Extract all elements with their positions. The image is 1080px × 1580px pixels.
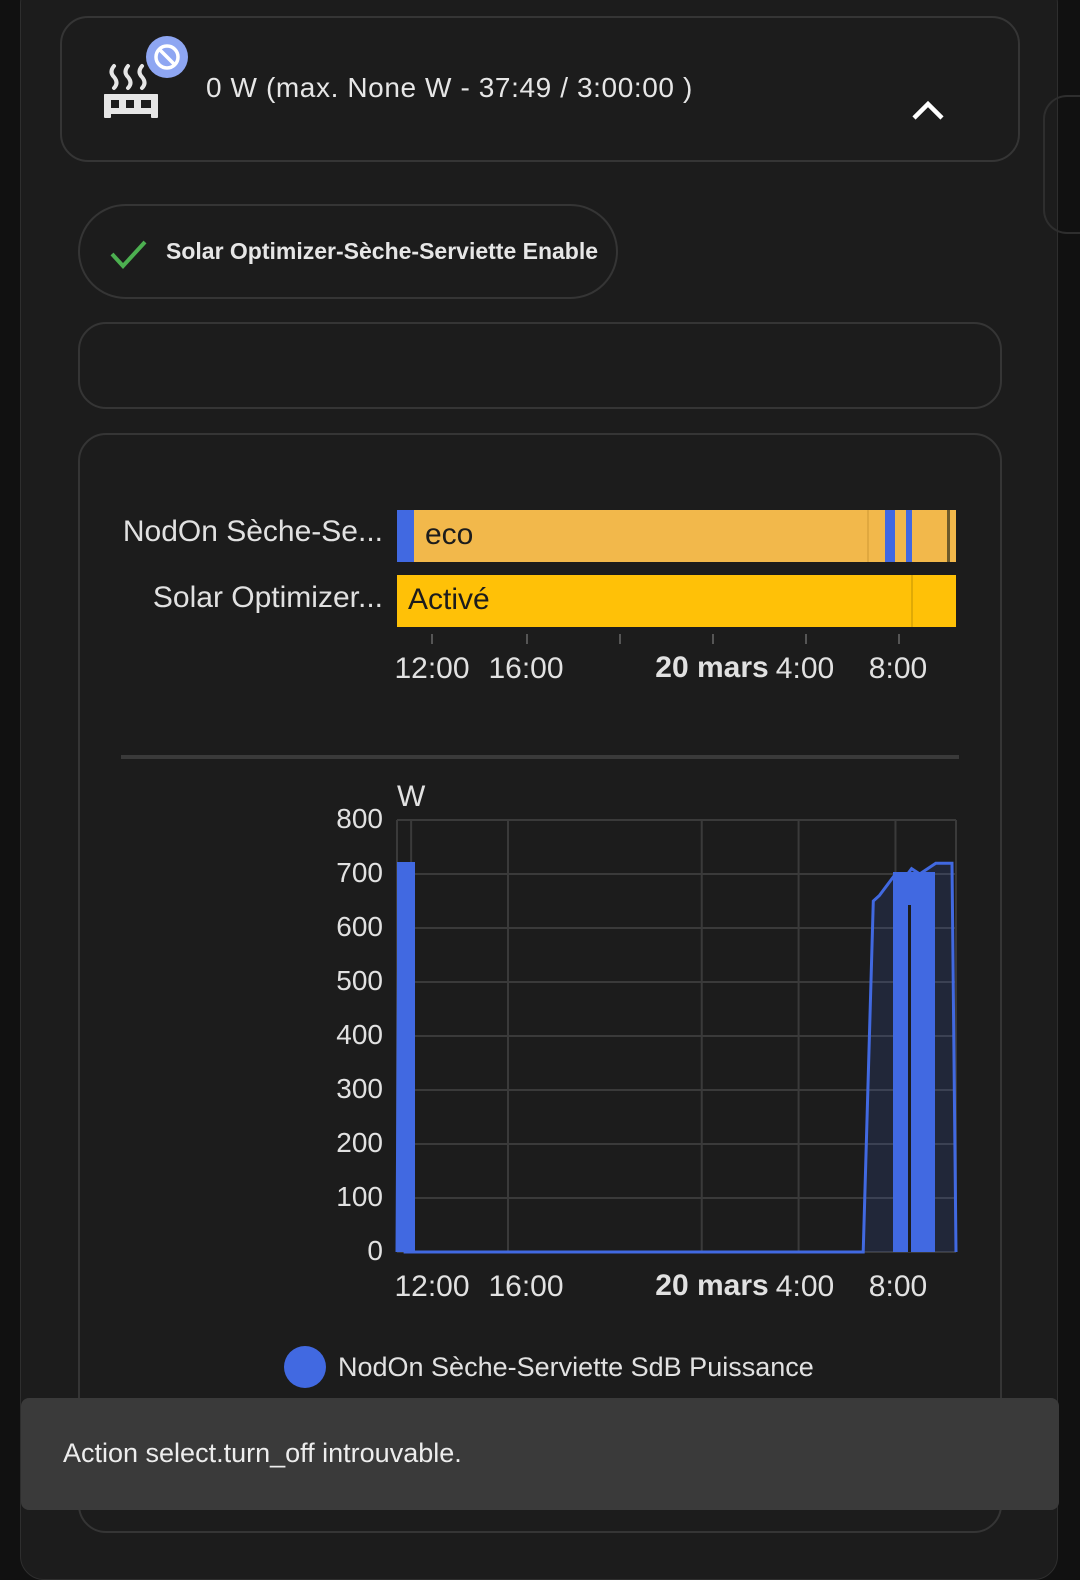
entity-status-text: 0 W (max. None W - 37:49 / 3:00:00 ) [206, 72, 693, 103]
check-icon [110, 240, 147, 269]
timeline-state-text: eco [425, 518, 474, 551]
timeline-row-label: Solar Optimizer... [152, 581, 383, 614]
x-tick-label: 20 mars [655, 651, 769, 684]
y-tick-label: 500 [336, 965, 383, 996]
chart-legend-item[interactable]: NodOn Sèche-Serviette SdB Puissance [284, 1345, 814, 1389]
tick-mark [805, 634, 807, 644]
timeline-row-label: NodOn Sèche-Se... [122, 515, 383, 548]
y-tick-label: 0 [367, 1235, 383, 1266]
timeline-segment-eco[interactable] [867, 510, 869, 562]
adjacent-panel-edge[interactable] [1043, 95, 1080, 234]
chip-label: Solar Optimizer-Sèche-Serviette Enable [166, 238, 599, 264]
y-tick-label: 700 [336, 857, 383, 888]
radiator-icon [104, 64, 158, 118]
y-tick-label: 100 [336, 1181, 383, 1212]
x-tick-label: 4:00 [775, 1270, 835, 1303]
timeline-segment-other[interactable] [947, 510, 950, 562]
series-gap [908, 905, 911, 1252]
entity-header-card: 0 W (max. None W - 37:49 / 3:00:00 ) [60, 16, 1020, 162]
legend-color-dot [284, 1346, 326, 1388]
x-tick-label: 12:00 [394, 1270, 470, 1303]
timeline-bar-nodon[interactable]: eco [397, 510, 956, 562]
y-tick-label: 200 [336, 1127, 383, 1158]
timeline-segment-eco[interactable] [397, 510, 956, 562]
x-tick-label: 8:00 [868, 1270, 928, 1303]
x-tick-label: 16:00 [488, 1270, 564, 1303]
tick-mark [526, 634, 528, 644]
series-bursts [397, 862, 935, 1252]
power-line-chart[interactable] [0, 0, 1080, 1531]
toast-message: Action select.turn_off introuvable. [63, 1438, 462, 1468]
cancel-icon [146, 36, 188, 78]
timeline-segment-other[interactable] [397, 510, 414, 562]
tick-mark [712, 634, 714, 644]
tick-mark [431, 634, 433, 644]
y-tick-label: 300 [336, 1073, 383, 1104]
timeline-segment-other[interactable] [885, 510, 895, 562]
tick-mark [898, 634, 900, 644]
x-tick-label: 16:00 [488, 652, 564, 685]
y-tick-label: 800 [336, 803, 383, 834]
x-tick-label: 8:00 [868, 652, 928, 685]
x-tick-label: 4:00 [775, 652, 835, 685]
timeline-state-text: Activé [408, 583, 490, 616]
y-tick-label: 600 [336, 911, 383, 942]
timeline-segment-active[interactable] [911, 575, 913, 627]
series-burst [397, 862, 415, 1252]
y-tick-label: 400 [336, 1019, 383, 1050]
divider [121, 755, 959, 759]
x-tick-label: 20 mars [655, 1269, 769, 1302]
empty-card [78, 322, 1002, 409]
tick-mark [619, 634, 621, 644]
timeline-segment-other[interactable] [906, 510, 912, 562]
timeline-bar-solar-optimizer[interactable]: Activé [397, 575, 956, 627]
legend-label: NodOn Sèche-Serviette SdB Puissance [338, 1351, 814, 1382]
timeline-segment-active[interactable] [397, 575, 956, 627]
series-burst [893, 872, 935, 1252]
snackbar-toast: Action select.turn_off introuvable. [21, 1398, 1059, 1510]
solar-optimizer-enable-chip[interactable]: Solar Optimizer-Sèche-Serviette Enable [78, 204, 618, 299]
y-axis-unit: W [397, 780, 426, 813]
chevron-up-icon[interactable] [908, 94, 948, 124]
x-tick-label: 12:00 [394, 652, 470, 685]
